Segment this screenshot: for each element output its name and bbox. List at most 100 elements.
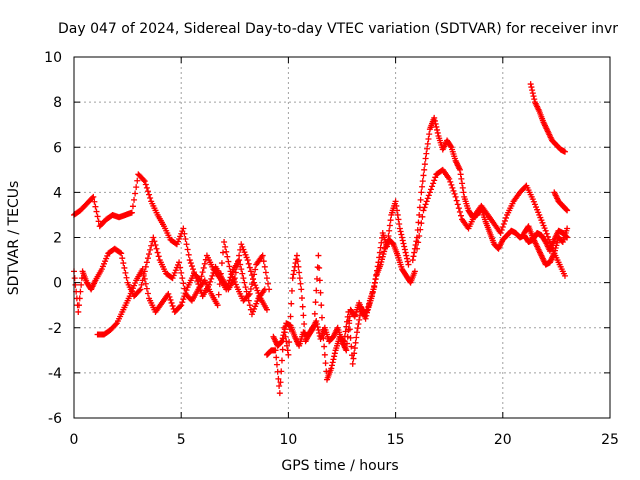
data-point [179,275,186,282]
data-point [112,321,119,328]
data-point [346,313,353,320]
data-point [139,266,146,273]
data-point [296,275,303,282]
data-point [529,90,536,97]
data-point [396,220,403,227]
data-point [142,263,149,270]
data-point [294,258,301,265]
data-point [237,261,244,268]
data-point [198,273,205,280]
data-point [415,219,422,226]
data-point [222,243,229,250]
data-point [378,239,385,246]
data-point [188,263,195,270]
data-point [364,307,371,314]
data-point [376,249,383,256]
data-point [278,339,285,346]
data-point [181,230,188,237]
data-point [263,306,270,313]
data-point [226,277,233,284]
data-point [134,177,141,184]
data-point [419,178,426,185]
data-point [281,329,288,336]
data-point [261,263,268,270]
data-point [346,320,353,327]
data-point [409,257,416,264]
data-point [531,96,538,103]
axis-ticks: 0 5 10 15 20 25 -6 -4 -2 0 2 4 6 8 10 [44,50,619,448]
data-point [500,220,507,227]
data-point [214,302,221,309]
data-point [422,155,429,162]
data-point [420,207,427,214]
data-point [177,303,184,310]
data-point [228,271,235,278]
data-point [398,231,405,238]
data-point [424,145,431,152]
data-point [561,148,568,155]
data-point [260,258,267,265]
data-point [176,259,183,266]
data-point [151,238,158,245]
data-point [548,242,555,249]
data-point [76,302,83,309]
data-point [317,289,324,296]
data-point [75,308,82,315]
data-point [330,356,337,363]
data-point [414,245,421,252]
data-point [76,295,83,302]
data-point [545,236,552,243]
data-point [280,332,287,339]
data-point [350,355,357,362]
data-point [301,320,308,327]
data-point [240,275,247,282]
data-point [427,186,434,193]
data-point [528,84,535,91]
data-point [155,253,162,260]
data-point [278,368,285,375]
data-point [180,296,187,303]
data-point [182,290,189,297]
data-point [144,188,151,195]
data-point [454,201,461,208]
x-tick-label: 20 [494,432,512,448]
data-point [418,220,425,227]
data-point [529,87,536,94]
data-point [179,299,186,306]
data-point [245,292,252,299]
data-point [321,351,328,358]
data-point [152,242,159,249]
x-axis-title: GPS time / hours [281,458,398,474]
data-point [295,263,302,270]
data-point [561,272,568,279]
data-point [121,264,128,271]
data-point [279,346,286,353]
data-point [405,261,412,268]
data-point [371,279,378,286]
data-point [284,347,291,354]
data-point [245,297,252,304]
data-point [362,315,369,322]
data-point [402,249,409,256]
data-point [186,257,193,264]
data-point [356,316,363,323]
data-point [419,213,426,220]
data-point [185,251,192,258]
data-point [345,327,352,334]
data-point [146,251,153,258]
data-point [343,347,350,354]
data-point [331,350,338,357]
data-point [423,198,430,205]
data-point [180,280,187,287]
data-point [385,232,392,239]
data-point [287,313,294,320]
data-point [425,135,432,142]
data-point [123,274,130,281]
data-point [201,260,208,267]
data-point [129,203,136,210]
data-point [394,207,401,214]
data-point [78,281,85,288]
data-point [372,276,379,283]
data-point [276,390,283,397]
